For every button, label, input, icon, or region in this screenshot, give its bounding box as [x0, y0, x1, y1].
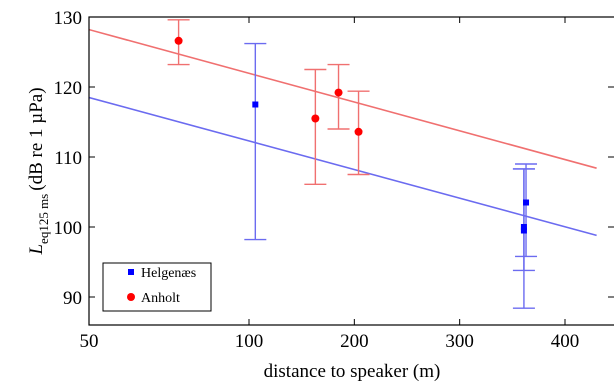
- legend-label-helgenaes: Helgenæs: [141, 266, 196, 281]
- fit-lines: [89, 28, 597, 237]
- data-point-helgenaes: [523, 199, 530, 206]
- y-axis-title-subscript: eq125 ms: [36, 194, 51, 244]
- data-point-helgenaes: [252, 101, 259, 108]
- y-tick-label: 110: [54, 148, 82, 169]
- x-axis-title: distance to speaker (m): [264, 361, 441, 382]
- data-point-anholt: [311, 114, 320, 123]
- x-tick-label: 200: [340, 331, 369, 352]
- plot-frame: [88, 16, 614, 326]
- x-axis: 50 100 200 300 400: [80, 17, 580, 352]
- x-tick-label: 100: [235, 331, 264, 352]
- legend-marker-anholt: [127, 293, 135, 301]
- y-axis-title: Leq125 ms (dB re 1 µPa): [26, 87, 51, 255]
- fit-line-anholt: [89, 28, 597, 169]
- y-axis-title-units: (dB re 1 µPa): [26, 87, 47, 190]
- data-point-helgenaes: [520, 227, 527, 234]
- y-tick-label: 120: [54, 78, 83, 99]
- data-markers: [174, 36, 530, 234]
- legend: Helgenæs Anholt: [102, 262, 212, 312]
- y-tick-label: 100: [54, 218, 83, 239]
- data-point-anholt: [354, 127, 363, 136]
- legend-box: [102, 262, 212, 312]
- fit-line-helgenaes: [89, 96, 597, 237]
- legend-label-anholt: Anholt: [141, 291, 180, 306]
- y-tick-label: 130: [54, 8, 83, 29]
- data-point-helgenaes: [520, 224, 527, 230]
- data-point-anholt: [174, 36, 183, 45]
- legend-marker-helgenaes: [128, 269, 134, 275]
- y-axis-title-base: L: [26, 244, 47, 256]
- x-tick-label: 50: [80, 331, 99, 352]
- data-point-anholt: [334, 88, 343, 97]
- x-tick-label: 400: [551, 331, 580, 352]
- y-tick-label: 90: [63, 288, 82, 309]
- x-tick-label: 300: [445, 331, 474, 352]
- error-bars: [167, 19, 538, 309]
- y-axis: 90 100 110 120 130: [54, 8, 614, 309]
